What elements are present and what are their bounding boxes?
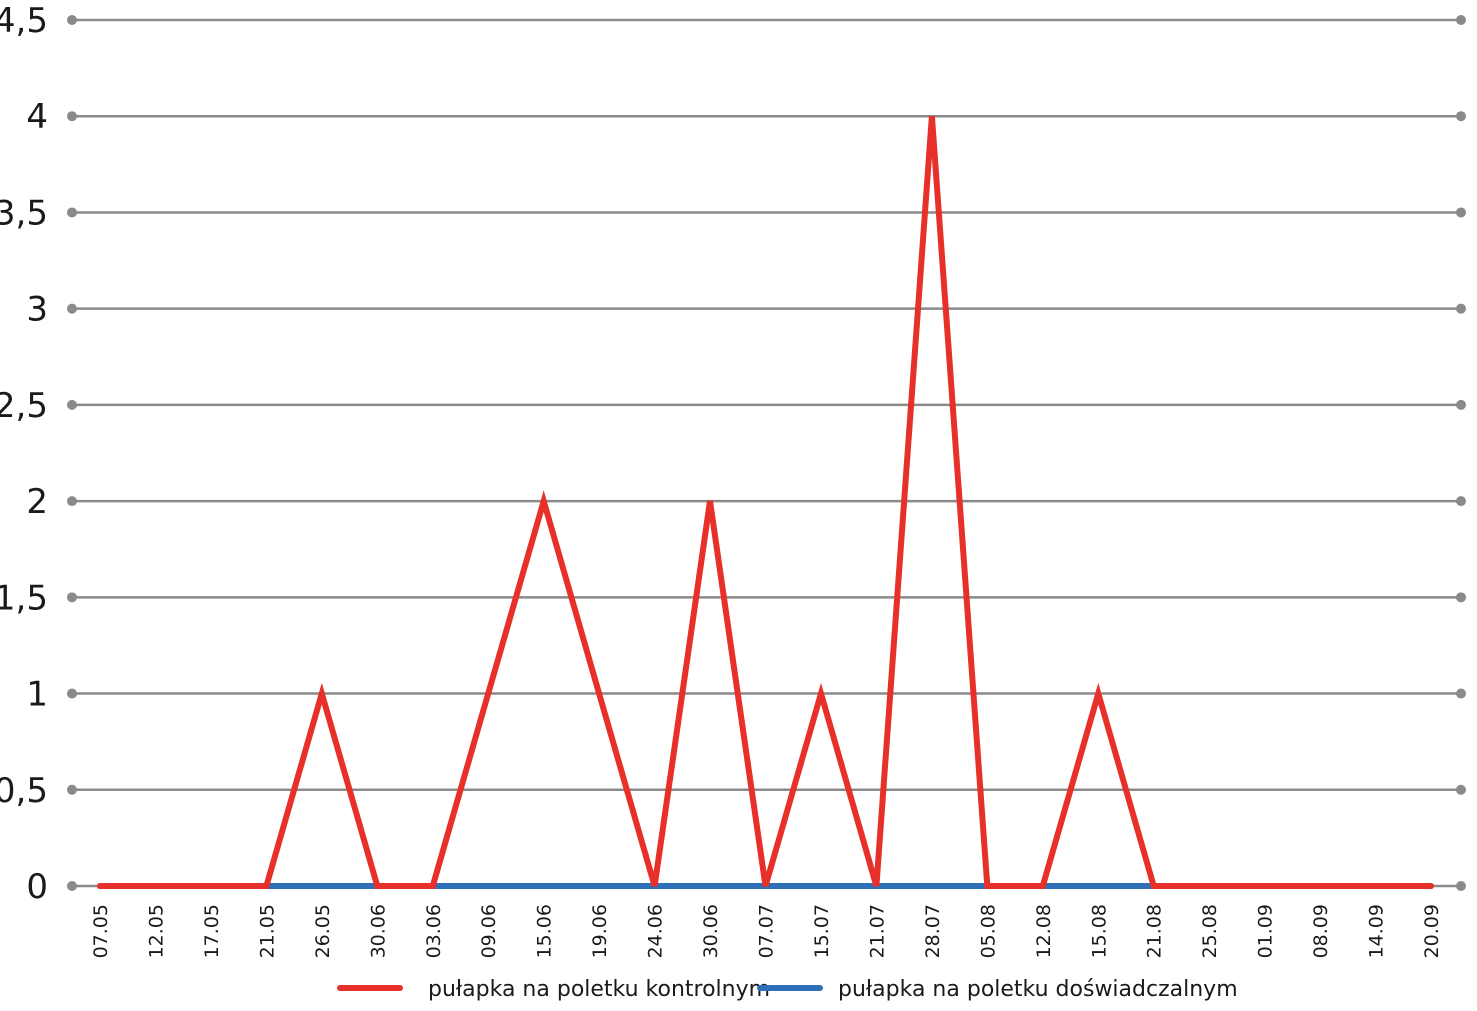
x-tick-label: 12.05 bbox=[145, 904, 167, 958]
x-tick-label: 14.09 bbox=[1366, 904, 1388, 958]
x-tick-label: 30.06 bbox=[367, 904, 389, 958]
x-tick-label: 08.09 bbox=[1310, 904, 1332, 958]
gridline-start-dot bbox=[67, 592, 77, 603]
y-tick-label: 0 bbox=[26, 867, 48, 907]
gridline-start-dot bbox=[67, 399, 77, 410]
gridline-end-dot bbox=[1456, 111, 1466, 122]
gridline-start-dot bbox=[67, 303, 77, 314]
x-axis-ticks: 07.05 12.05 17.05 21.05 26.05 30.06 03.06 09.06… bbox=[90, 904, 1443, 958]
y-axis-ticks: 0 0,5 1 1,5 2 2,5 3 3,5 4 4,5 bbox=[0, 1, 48, 907]
y-tick-label: 2 bbox=[26, 482, 48, 522]
y-tick-label: 1 bbox=[26, 675, 48, 715]
y-tick-label: 3,5 bbox=[0, 193, 48, 233]
gridline-end-dot bbox=[1456, 688, 1466, 699]
x-tick-label: 19.06 bbox=[589, 904, 611, 958]
gridline-start-dot bbox=[67, 15, 77, 25]
x-tick-label: 01.09 bbox=[1255, 904, 1277, 958]
gridline-end-dot bbox=[1456, 399, 1466, 410]
gridline-end-dot bbox=[1456, 496, 1466, 507]
y-tick-label: 3 bbox=[26, 290, 48, 330]
gridline-start-dot bbox=[67, 784, 77, 795]
x-tick-label: 05.08 bbox=[977, 904, 999, 958]
legend-label-experimental: pułapka na poletku doświadczalnym bbox=[838, 977, 1238, 1002]
x-tick-label: 12.08 bbox=[1033, 904, 1055, 958]
gridline-end-dot bbox=[1456, 881, 1466, 891]
x-tick-label: 09.06 bbox=[478, 904, 500, 958]
x-tick-label: 15.06 bbox=[534, 904, 556, 958]
series-line-control bbox=[97, 115, 1434, 889]
legend-label-control: pułapka na poletku kontrolnym bbox=[428, 977, 770, 1002]
gridline-end-dot bbox=[1456, 784, 1466, 795]
x-tick-label: 21.08 bbox=[1144, 904, 1166, 958]
y-tick-label: 4 bbox=[26, 97, 48, 137]
gridlines bbox=[67, 15, 1466, 891]
gridline-start-dot bbox=[67, 496, 77, 507]
x-tick-label: 25.08 bbox=[1199, 904, 1221, 958]
y-tick-label: 1,5 bbox=[0, 578, 48, 618]
x-tick-label: 30.06 bbox=[700, 904, 722, 958]
gridline-start-dot bbox=[67, 688, 77, 699]
series-lines bbox=[97, 115, 1434, 889]
gridline-end-dot bbox=[1456, 15, 1466, 25]
legend-item-control: pułapka na poletku kontrolnym bbox=[337, 977, 770, 1002]
x-tick-label: 26.05 bbox=[312, 904, 334, 958]
gridline-end-dot bbox=[1456, 207, 1466, 218]
y-tick-label: 2,5 bbox=[0, 386, 48, 426]
y-tick-label: 4,5 bbox=[0, 1, 48, 41]
x-tick-label: 07.07 bbox=[756, 904, 778, 958]
x-tick-label: 28.07 bbox=[922, 904, 944, 958]
gridline-end-dot bbox=[1456, 592, 1466, 603]
x-tick-label: 21.05 bbox=[256, 904, 278, 958]
x-tick-label: 15.07 bbox=[811, 904, 833, 958]
x-tick-label: 24.06 bbox=[645, 904, 667, 958]
gridline-end-dot bbox=[1456, 303, 1466, 314]
gridline-start-dot bbox=[67, 111, 77, 122]
gridline-start-dot bbox=[67, 881, 77, 891]
x-tick-label: 17.05 bbox=[201, 904, 223, 958]
legend: pułapka na poletku kontrolnym pułapka na… bbox=[337, 977, 1238, 1002]
gridline-start-dot bbox=[67, 207, 77, 218]
x-tick-label: 15.08 bbox=[1088, 904, 1110, 958]
x-tick-label: 03.06 bbox=[423, 904, 445, 958]
x-tick-label: 07.05 bbox=[90, 904, 112, 958]
legend-item-experimental: pułapka na poletku doświadczalnym bbox=[757, 977, 1238, 1002]
y-tick-label: 0,5 bbox=[0, 771, 48, 811]
x-tick-label: 20.09 bbox=[1421, 904, 1443, 958]
x-tick-label: 21.07 bbox=[866, 904, 888, 958]
